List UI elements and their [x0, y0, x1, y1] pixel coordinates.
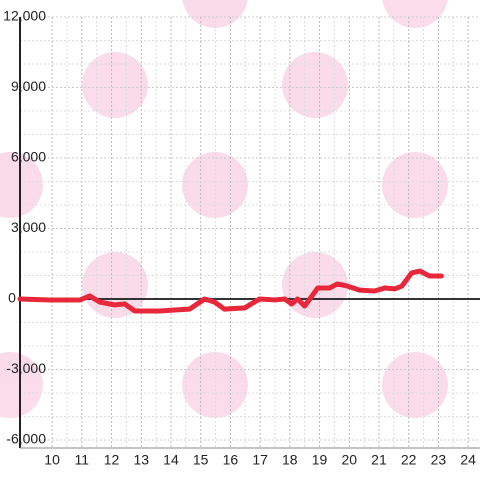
y-tick-label: 0 [8, 290, 16, 306]
x-tick-label: 21 [371, 452, 387, 468]
x-tick-label: 17 [252, 452, 268, 468]
x-tick-label: 11 [75, 452, 90, 468]
x-tick-label: 13 [133, 452, 149, 468]
x-tick-label: 20 [341, 452, 357, 468]
x-tick-label: 14 [163, 452, 179, 468]
x-tick-label: 23 [431, 452, 447, 468]
y-tick-label: -6,000 [6, 431, 46, 447]
x-tick-label: 24 [460, 452, 476, 468]
x-tick-label: 22 [401, 452, 417, 468]
y-tick-label: 6,000 [11, 149, 46, 165]
x-tick-label: 16 [223, 452, 239, 468]
x-tick-label: 10 [44, 452, 60, 468]
y-tick-label: 3,000 [11, 219, 46, 235]
y-tick-label: -3,000 [6, 360, 46, 376]
data-line [17, 268, 444, 314]
y-tick-label: 9,000 [11, 78, 46, 94]
x-tick-label: 15 [193, 452, 209, 468]
y-tick-label: 12,000 [3, 8, 46, 24]
x-tick-label: 18 [282, 452, 298, 468]
x-tick-label: 19 [312, 452, 328, 468]
x-tick-label: 12 [104, 452, 120, 468]
